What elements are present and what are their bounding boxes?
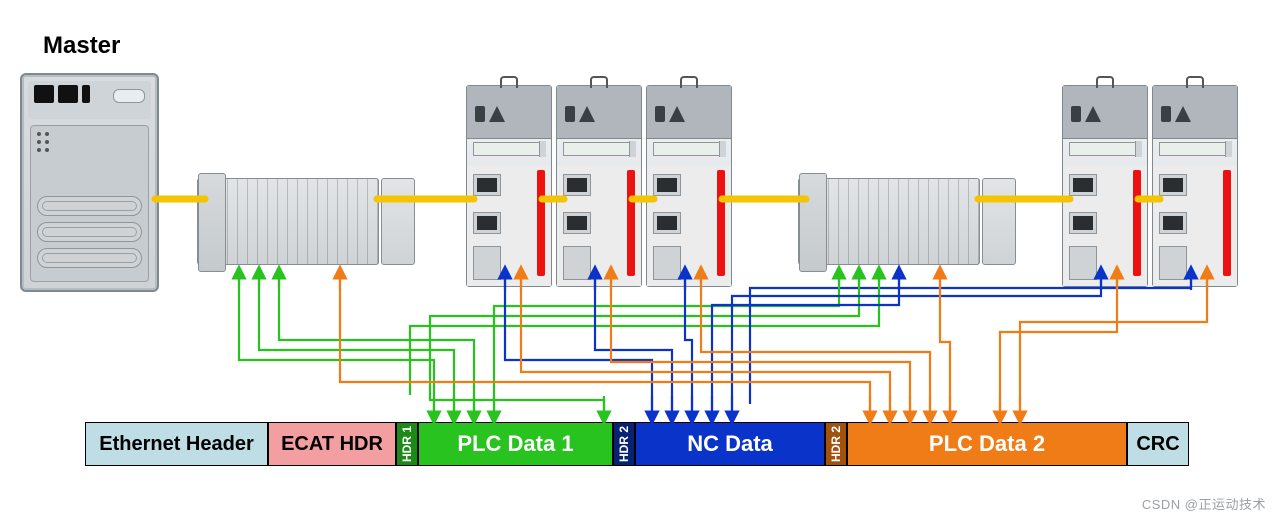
frame-seg-eth: Ethernet Header (85, 422, 268, 466)
io-terminal-2 (798, 178, 980, 265)
frame-seg-plc2: PLC Data 2 (847, 422, 1127, 466)
io-terminal-1-end (381, 178, 415, 265)
servo-drive-3 (646, 85, 732, 287)
master-device (20, 73, 159, 292)
servo-drive-5 (1152, 85, 1238, 287)
frame-seg-plc1: PLC Data 1 (418, 422, 613, 466)
frame-seg-h2a: HDR 2 (613, 422, 635, 466)
servo-drive-1 (466, 85, 552, 287)
frame-seg-crc: CRC (1127, 422, 1189, 466)
frame-seg-h1: HDR 1 (396, 422, 418, 466)
servo-drive-2 (556, 85, 642, 287)
servo-drive-4 (1062, 85, 1148, 287)
io-terminal-1 (197, 178, 379, 265)
io-terminal-2-end (982, 178, 1016, 265)
watermark: CSDN @正运动技术 (1142, 494, 1266, 513)
diagram-canvas: Master (0, 0, 1280, 519)
master-title: Master (43, 32, 120, 60)
frame-seg-h2b: HDR 2 (825, 422, 847, 466)
frame-seg-nc: NC Data (635, 422, 825, 466)
frame-seg-ecat: ECAT HDR (268, 422, 396, 466)
